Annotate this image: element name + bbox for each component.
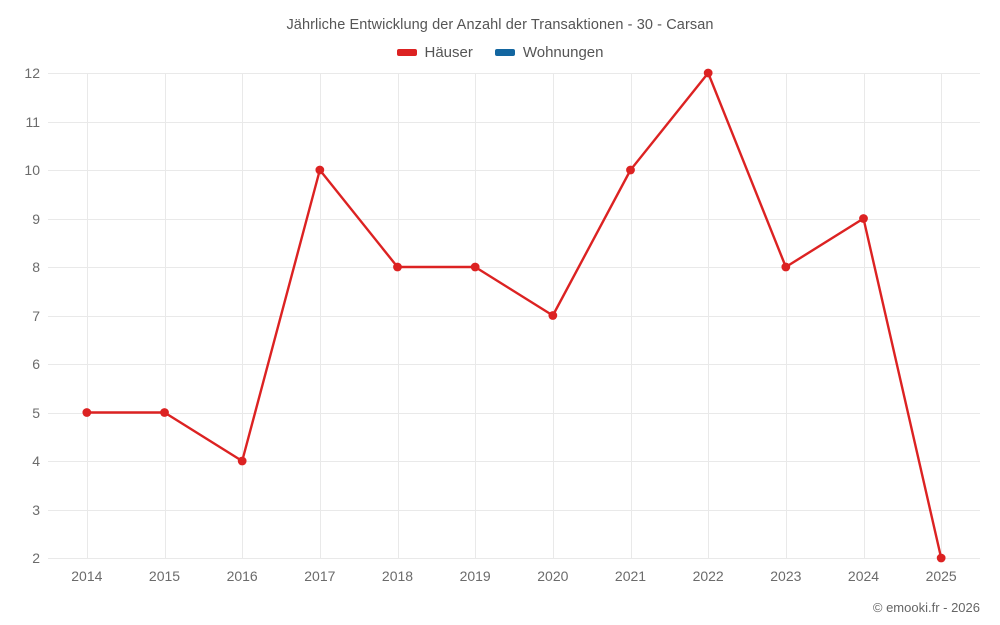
gridline-horizontal (48, 364, 980, 365)
x-tick-label: 2019 (459, 568, 491, 584)
y-tick-label: 4 (32, 453, 40, 469)
plot-area (48, 73, 980, 559)
gridline-vertical (785, 73, 787, 558)
gridline-vertical (630, 73, 632, 558)
x-tick-label: 2022 (692, 568, 724, 584)
gridline-horizontal (48, 170, 980, 171)
legend-item-hauser[interactable]: Häuser (396, 44, 473, 61)
gridline-horizontal (48, 315, 980, 317)
gridline-vertical (397, 73, 399, 558)
gridline-horizontal (48, 412, 980, 414)
y-tick-label: 6 (32, 356, 40, 372)
gridline-horizontal (48, 558, 980, 559)
legend-swatch-hauser (396, 49, 417, 56)
legend-swatch-wohnungen (494, 49, 515, 56)
y-tick-label: 3 (32, 501, 40, 518)
legend-label-hauser: Häuser (424, 44, 473, 61)
gridline-vertical (86, 73, 88, 558)
chart-title: Jährliche Entwicklung der Anzahl der Tra… (286, 17, 714, 33)
gridline-vertical (319, 73, 321, 558)
legend-item-wohnungen[interactable]: Wohnungen (494, 44, 604, 61)
y-tick-label: 2 (32, 550, 40, 566)
y-tick-label: 7 (32, 307, 40, 324)
gridline-horizontal (48, 73, 980, 74)
x-tick-label: 2017 (304, 568, 336, 584)
y-tick-label: 11 (25, 113, 40, 130)
y-tick-label: 9 (32, 210, 40, 227)
x-tick-label: 2015 (148, 568, 181, 584)
y-tick-label: 5 (32, 404, 40, 421)
gridline-vertical (242, 73, 244, 558)
footer-credit: © emooki.fr - 2026 (872, 600, 980, 615)
x-tick-label: 2014 (71, 568, 103, 584)
legend-label-wohnungen: Wohnungen (522, 44, 604, 61)
x-tick-label: 2023 (770, 568, 802, 584)
gridline-horizontal (48, 267, 980, 268)
gridline-horizontal (48, 218, 980, 220)
gridline-horizontal (48, 461, 980, 462)
x-axis: 2014 2015 2016 2017 2018 2019 2020 2021 2022 2023… (0, 568, 1000, 588)
gridline-vertical (941, 73, 943, 558)
gridline-vertical (552, 73, 554, 558)
x-tick-label: 2016 (226, 568, 258, 584)
x-tick-label: 2021 (614, 568, 647, 584)
x-tick-label: 2024 (847, 568, 880, 584)
y-tick-label: 10 (24, 162, 40, 178)
y-axis: 2 3 4 5 6 7 8 9 10 11 12 (0, 65, 40, 566)
gridline-horizontal (48, 509, 980, 511)
gridline-vertical (475, 73, 477, 558)
chart-legend: Häuser Wohnungen (0, 45, 1000, 60)
x-tick-label: 2025 (925, 568, 957, 584)
gridline-vertical (863, 73, 865, 558)
gridline-horizontal (48, 121, 980, 123)
y-tick-label: 12 (24, 65, 40, 81)
gridline-vertical (708, 73, 710, 558)
y-tick-label: 8 (32, 259, 40, 275)
x-tick-label: 2018 (381, 568, 414, 584)
gridline-vertical (164, 73, 166, 558)
x-tick-label: 2020 (537, 568, 569, 584)
